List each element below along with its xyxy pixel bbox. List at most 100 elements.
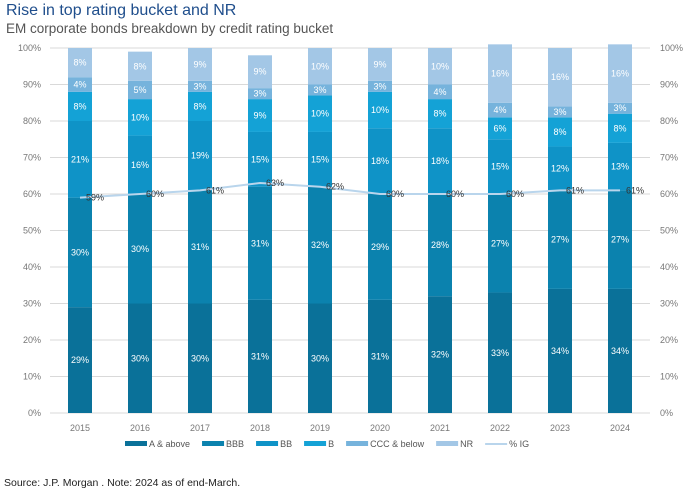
bar-segment [68,121,92,198]
y-tick-label-right: 80% [660,116,678,126]
data-label: 19% [191,151,209,161]
x-tick-label: 2023 [550,423,570,433]
ig-data-label: 60% [446,189,464,199]
y-tick-label-left: 90% [23,80,41,90]
y-tick-label-right: 50% [660,226,678,236]
bar-segment [428,194,452,297]
data-label: 8% [433,109,446,119]
bar-segment [248,55,272,89]
data-label: 8% [553,127,566,137]
y-tick-label-right: 90% [660,80,678,90]
ig-data-label: 62% [326,182,344,192]
ig-data-label: 60% [146,189,164,199]
data-label: 30% [71,247,89,257]
ig-data-label: 59% [86,193,104,203]
data-label: 34% [551,346,569,356]
bar-segment [608,190,632,289]
bar-segment [188,190,212,304]
data-label: 8% [73,101,86,111]
y-tick-label-right: 70% [660,153,678,163]
data-label: 10% [431,61,449,71]
legend-label: % IG [509,439,529,449]
bar-segment [608,288,632,413]
legend-swatch [346,441,369,446]
legend-label: BB [280,439,292,449]
source-note: Source: J.P. Morgan . Note: 2024 as of e… [4,477,241,489]
data-label: 30% [131,353,149,363]
bar-segment [248,131,272,187]
bar-segment [128,135,152,194]
data-label: 10% [371,105,389,115]
bar-segment [428,99,452,129]
y-tick-label-left: 70% [23,153,41,163]
bar-segment [428,48,452,85]
bar-segment [608,142,632,191]
legend-label: A & above [149,439,190,449]
bar-segment [548,146,572,191]
bar-segment [308,95,332,132]
bar-segment [488,194,512,293]
data-label: 15% [311,154,329,164]
x-tick-label: 2019 [310,423,330,433]
legend-label: NR [460,439,473,449]
data-label: 10% [311,61,329,71]
y-tick-label-left: 60% [23,189,41,199]
bar-segment [308,131,332,187]
data-label: 31% [371,351,389,361]
data-label: 10% [311,109,329,119]
data-label: 21% [71,154,89,164]
data-label: 12% [551,163,569,173]
data-label: 18% [431,156,449,166]
y-tick-label-right: 10% [660,372,678,382]
data-label: 33% [491,348,509,358]
bar-segment [548,48,572,107]
data-label: 8% [133,61,146,71]
bar-segment [128,51,152,81]
data-label: 4% [73,80,86,90]
bar-segment [548,288,572,413]
y-tick-label-left: 20% [23,335,41,345]
y-tick-label-left: 100% [18,43,41,53]
data-label: 5% [133,85,146,95]
ig-line [79,182,620,199]
legend-swatch [202,441,225,446]
bar-segment [188,48,212,81]
data-label: 10% [131,112,149,122]
data-label: 6% [493,123,506,133]
bar-segment [488,139,512,194]
ig-data-label: 61% [626,185,644,195]
data-label: 3% [373,81,386,91]
legend-swatch [256,441,279,446]
y-tick-label-right: 30% [660,299,678,309]
x-tick-label: 2018 [250,423,270,433]
bar-segment [488,292,512,413]
data-label: 8% [613,123,626,133]
data-label: 16% [131,160,149,170]
bar-segment [68,197,92,308]
bar-segment [368,128,392,194]
data-label: 27% [491,238,509,248]
bar-segment [428,128,452,194]
data-label: 16% [611,69,629,79]
bar-segment [308,303,332,413]
data-label: 31% [251,238,269,248]
x-tick-label: 2017 [190,423,210,433]
data-label: 9% [193,59,206,69]
x-tick-label: 2024 [610,423,630,433]
ig-data-label: 61% [206,185,224,195]
bar-segment [188,80,212,92]
bar-segment [368,48,392,81]
x-tick-label: 2015 [70,423,90,433]
bar-segment [68,48,92,78]
bar-segment [368,80,392,92]
bar-segment [248,88,272,100]
bar-segment [548,117,572,147]
bar-segment [308,48,332,85]
bar-segment [128,99,152,136]
data-label: 31% [191,242,209,252]
data-label: 3% [613,103,626,113]
data-label: 32% [311,240,329,250]
data-label: 8% [193,101,206,111]
data-label: 32% [431,350,449,360]
